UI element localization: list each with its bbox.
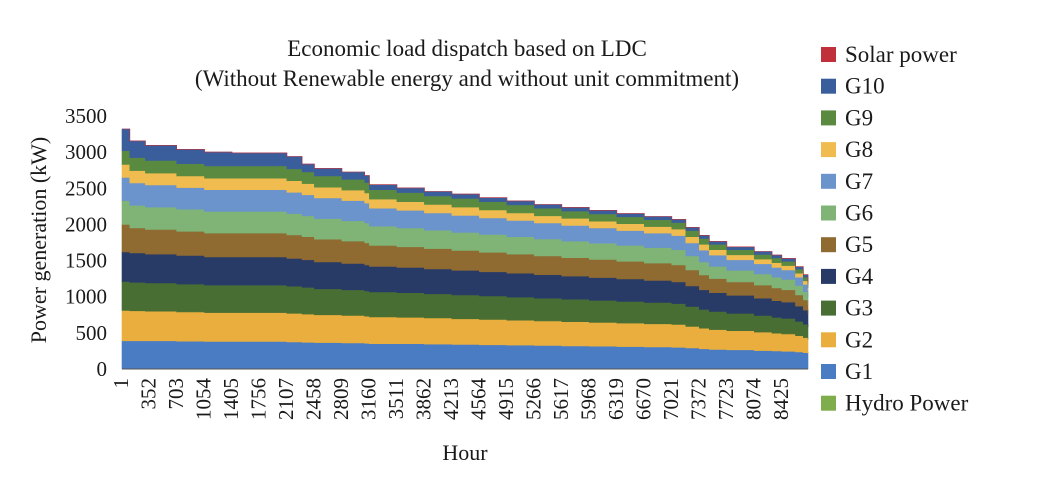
legend-swatch bbox=[821, 142, 836, 158]
x-tick-label: 1054 bbox=[192, 378, 216, 421]
x-tick-label: 2809 bbox=[329, 378, 353, 420]
x-tick-label: 2458 bbox=[301, 378, 325, 420]
x-tick-label: 3862 bbox=[411, 378, 435, 420]
legend-label: G3 bbox=[845, 296, 873, 321]
plot-areas bbox=[121, 128, 809, 370]
y-tick-label: 2000 bbox=[65, 212, 107, 236]
y-tick-label: 1000 bbox=[65, 285, 107, 309]
y-tick-label: 1500 bbox=[65, 249, 107, 273]
legend-label: G9 bbox=[845, 105, 873, 130]
y-tick-label: 0 bbox=[97, 357, 108, 381]
x-tick-label: 6670 bbox=[631, 378, 655, 420]
legend-swatch bbox=[821, 300, 836, 316]
legend-label: G5 bbox=[845, 232, 873, 257]
x-tick-label: 4213 bbox=[439, 378, 463, 420]
x-tick-label: 3511 bbox=[384, 378, 408, 419]
x-tick-labels: 1 352 703 1054 1405 1756 2107 2458 2809 3160 3511 3… bbox=[109, 378, 793, 421]
legend-label: G2 bbox=[845, 327, 873, 352]
legend-swatch bbox=[821, 237, 836, 253]
legend-swatch bbox=[821, 364, 836, 379]
x-tick-label: 8425 bbox=[769, 378, 793, 420]
legend-swatch bbox=[821, 110, 836, 126]
y-tick-labels: 0 500 1000 1500 2000 2500 3000 3500 bbox=[65, 104, 107, 381]
legend-label: Hydro Power bbox=[845, 391, 969, 416]
legend-swatch bbox=[821, 173, 836, 189]
x-tick-label: 6319 bbox=[604, 378, 628, 420]
x-tick-label: 4564 bbox=[466, 378, 490, 421]
legend-label: G8 bbox=[845, 137, 873, 162]
legend-label: G1 bbox=[845, 359, 873, 384]
x-tick-label: 352 bbox=[137, 378, 161, 410]
legend-swatch bbox=[821, 205, 836, 221]
x-tick-label: 3160 bbox=[356, 378, 380, 420]
y-tick-label: 3000 bbox=[65, 140, 107, 164]
x-tick-label: 4915 bbox=[494, 378, 518, 420]
legend-label: G10 bbox=[845, 74, 885, 99]
legend-swatch bbox=[821, 268, 836, 284]
legend-swatch bbox=[821, 47, 836, 62]
x-tick-label: 8074 bbox=[741, 378, 765, 421]
legend-swatch bbox=[821, 395, 836, 411]
legend-label: G4 bbox=[845, 264, 874, 289]
chart-title-line-1: Economic load dispatch based on LDC bbox=[287, 36, 647, 61]
x-tick-label: 7723 bbox=[714, 378, 738, 420]
x-tick-label: 5617 bbox=[549, 378, 573, 420]
x-tick-label: 2107 bbox=[274, 378, 298, 420]
y-axis-label: Power generation (kW) bbox=[26, 137, 51, 343]
legend-swatch bbox=[821, 78, 836, 94]
x-tick-label: 1 bbox=[109, 378, 133, 389]
chart-title-line-2: (Without Renewable energy and without un… bbox=[195, 66, 739, 91]
y-tick-label: 2500 bbox=[65, 176, 107, 200]
x-tick-label: 5266 bbox=[521, 378, 545, 420]
x-tick-label: 7021 bbox=[659, 378, 683, 420]
area-series-solar-power bbox=[122, 128, 809, 283]
x-tick-label: 1756 bbox=[247, 378, 271, 420]
legend-swatch bbox=[821, 332, 836, 348]
x-tick-label: 7372 bbox=[686, 378, 710, 420]
x-tick-label: 5968 bbox=[576, 378, 600, 420]
legend: Solar power G10 G9 G8 G7 G6 G5 G4 G3 G2 G1 Hydro Po… bbox=[821, 42, 969, 416]
x-axis-label: Hour bbox=[442, 440, 488, 465]
legend-label: Solar power bbox=[845, 42, 957, 67]
legend-label: G6 bbox=[845, 201, 873, 226]
y-tick-label: 3500 bbox=[65, 104, 107, 128]
y-tick-label: 500 bbox=[76, 321, 108, 345]
x-tick-label: 1405 bbox=[219, 378, 243, 420]
legend-label: G7 bbox=[845, 169, 873, 194]
x-tick-label: 703 bbox=[164, 378, 188, 410]
